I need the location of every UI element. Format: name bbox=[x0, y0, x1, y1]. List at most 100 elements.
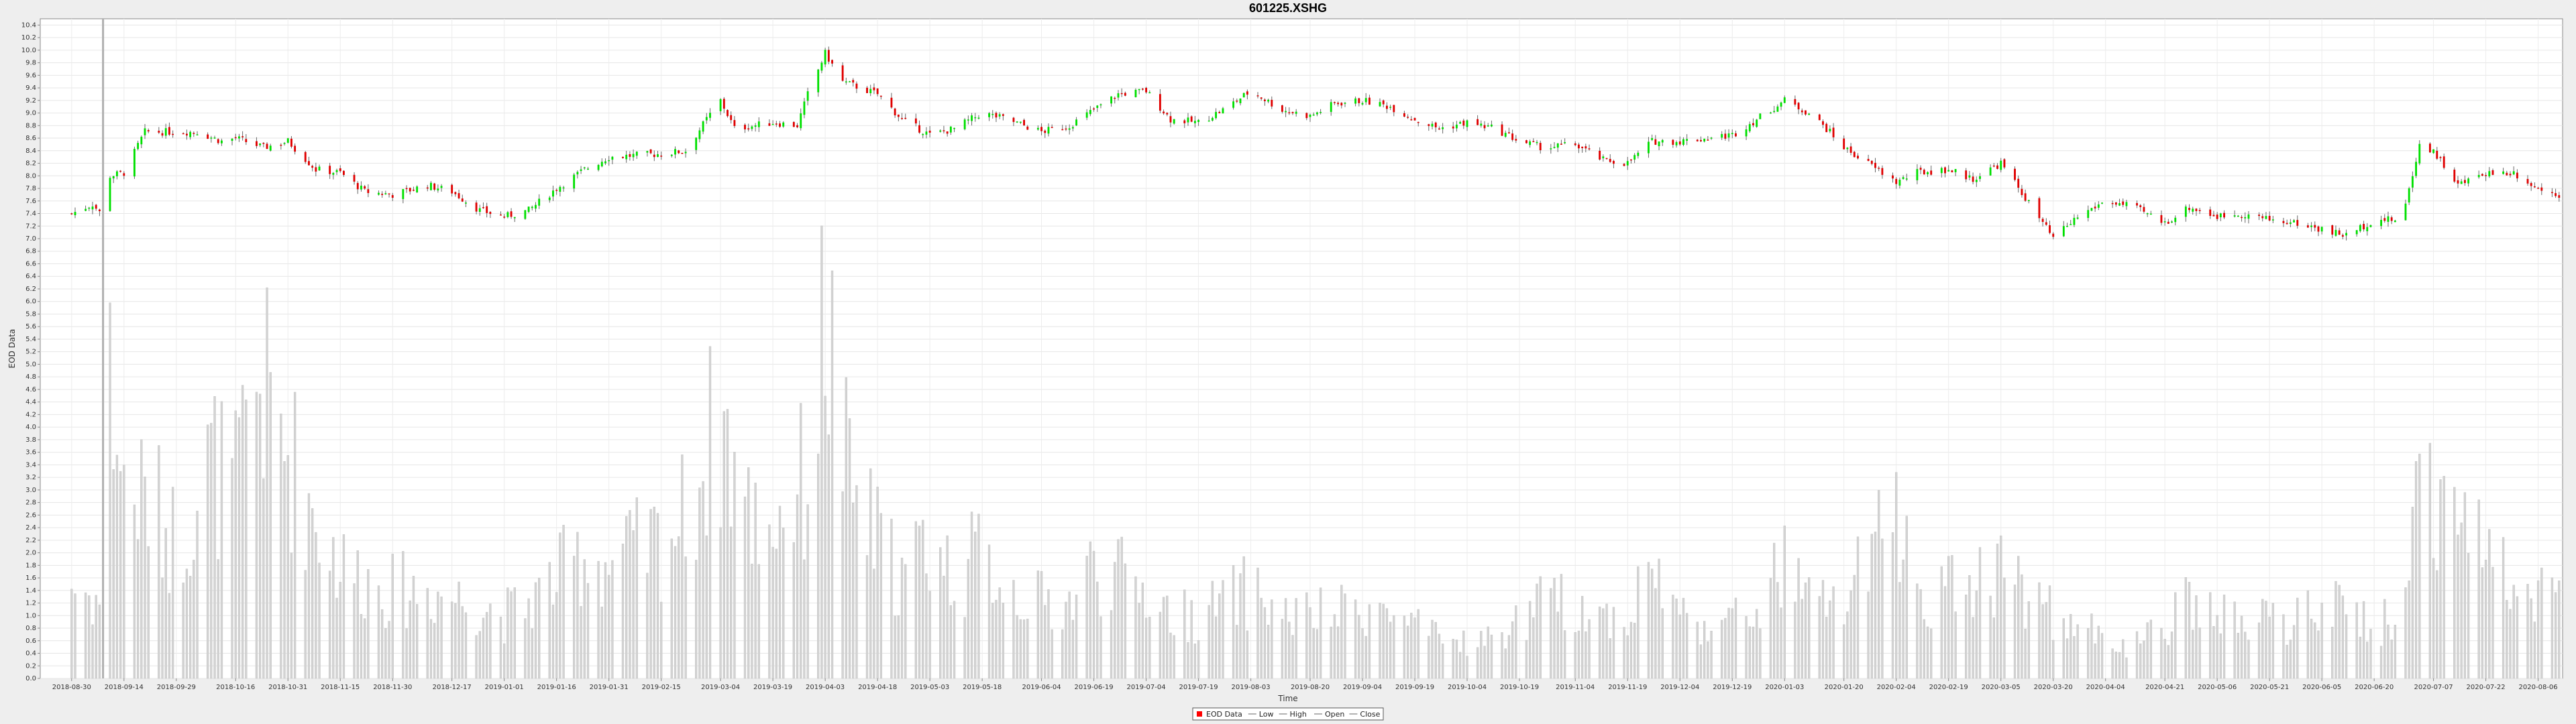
candle-up bbox=[2076, 217, 2079, 219]
volume-bar bbox=[2122, 639, 2125, 679]
candle-down bbox=[158, 131, 160, 133]
volume-bar bbox=[1246, 630, 1249, 679]
volume-bar bbox=[2411, 507, 2414, 679]
volume-bar bbox=[2443, 475, 2445, 679]
candle-down bbox=[304, 152, 307, 162]
volume-bar bbox=[1553, 577, 1556, 679]
candle-down bbox=[1724, 133, 1727, 139]
candle-up bbox=[2334, 229, 2337, 236]
volume-bar bbox=[2271, 603, 2275, 679]
candle-down bbox=[1678, 141, 1681, 145]
volume-bar bbox=[1975, 591, 1978, 679]
volume-bar bbox=[1650, 568, 1654, 679]
candle-down bbox=[2286, 223, 2288, 225]
candle-up bbox=[196, 134, 199, 135]
candle-down bbox=[367, 189, 370, 193]
candle-down bbox=[1923, 170, 1925, 175]
candle-up bbox=[2184, 206, 2187, 217]
volume-bar bbox=[1940, 566, 1943, 679]
x-tick-label: 2020-05-06 bbox=[2198, 684, 2237, 691]
volume-bar bbox=[555, 592, 558, 679]
candle-down bbox=[943, 130, 945, 131]
volume-bar bbox=[409, 600, 411, 679]
x-tick-label: 2020-06-05 bbox=[2302, 684, 2341, 691]
volume-bar bbox=[342, 534, 345, 679]
candle-up bbox=[1138, 88, 1140, 90]
candle-up bbox=[2090, 208, 2093, 211]
candle-down bbox=[733, 120, 736, 126]
volume-bar bbox=[193, 560, 195, 679]
candle-down bbox=[2021, 188, 2023, 195]
volume-bar bbox=[2355, 602, 2358, 679]
x-tick-label: 2019-04-18 bbox=[858, 684, 897, 691]
candle-up bbox=[2149, 213, 2152, 215]
volume-bar bbox=[1832, 586, 1835, 679]
volume-bar bbox=[635, 497, 638, 679]
candle-up bbox=[2488, 171, 2491, 177]
volume-bar bbox=[2222, 595, 2226, 679]
candle-up bbox=[1389, 107, 1392, 108]
volume-bar bbox=[440, 596, 443, 679]
volume-bar bbox=[360, 613, 363, 679]
candle-down bbox=[1403, 113, 1405, 117]
volume-bar bbox=[1978, 547, 1982, 679]
volume-bar bbox=[262, 478, 265, 679]
x-tick-label: 2020-08-06 bbox=[2519, 684, 2558, 691]
candle-up bbox=[416, 186, 419, 192]
candle-up bbox=[538, 198, 541, 206]
volume-bar bbox=[879, 513, 883, 679]
y-tick-label: 8.0 bbox=[25, 172, 36, 180]
volume-bar bbox=[499, 616, 502, 679]
candle-down bbox=[311, 166, 314, 168]
candle-up bbox=[220, 140, 223, 143]
volume-bar bbox=[1382, 603, 1385, 679]
candle-down bbox=[1246, 91, 1248, 95]
candle-down bbox=[172, 133, 174, 135]
candle-up bbox=[1075, 119, 1077, 126]
candle-up bbox=[2359, 225, 2361, 231]
candle-down bbox=[946, 131, 949, 134]
volume-bar bbox=[670, 538, 673, 679]
volume-bar bbox=[953, 601, 956, 679]
candle-up bbox=[1459, 121, 1462, 124]
candle-down bbox=[1093, 108, 1095, 110]
candle-down bbox=[1065, 128, 1067, 130]
candle-up bbox=[1197, 119, 1200, 122]
legend-box bbox=[1192, 707, 1384, 721]
volume-bar bbox=[332, 537, 335, 679]
candle-down bbox=[2341, 235, 2344, 237]
candle-up bbox=[2320, 227, 2323, 232]
candle-up bbox=[1759, 113, 1762, 119]
volume-bar bbox=[1044, 605, 1046, 679]
volume-bar bbox=[405, 628, 408, 679]
volume-bar bbox=[1633, 623, 1636, 679]
volume-bar bbox=[2296, 597, 2299, 679]
candle-down bbox=[2094, 206, 2096, 208]
volume-bar bbox=[1943, 586, 1947, 679]
candle-up bbox=[1975, 180, 1978, 182]
volume-bar bbox=[1211, 581, 1214, 679]
candle-down bbox=[1501, 124, 1503, 136]
volume-bar bbox=[1556, 611, 1559, 679]
candle-down bbox=[1256, 95, 1259, 97]
x-tick-label: 2019-03-19 bbox=[753, 684, 792, 691]
candle-up bbox=[1110, 96, 1112, 104]
volume-bar bbox=[1022, 619, 1026, 679]
volume-bar bbox=[1413, 617, 1416, 679]
candle-down bbox=[660, 156, 663, 157]
candle-down bbox=[1477, 119, 1479, 125]
candle-down bbox=[1532, 141, 1535, 143]
volume-bar bbox=[2558, 580, 2561, 679]
candle-down bbox=[852, 80, 855, 83]
volume-bar bbox=[1658, 558, 1660, 679]
volume-bar bbox=[2289, 640, 2292, 679]
candle-down bbox=[2223, 213, 2225, 218]
x-tick-label: 2019-10-04 bbox=[1448, 684, 1487, 691]
volume-bar bbox=[1208, 605, 1210, 679]
y-tick-label: 7.0 bbox=[25, 235, 36, 243]
volume-bar bbox=[2170, 631, 2174, 679]
candle-down bbox=[482, 206, 484, 208]
volume-bar bbox=[2387, 624, 2390, 679]
volume-bar bbox=[751, 563, 753, 679]
candle-up bbox=[1916, 169, 1919, 180]
